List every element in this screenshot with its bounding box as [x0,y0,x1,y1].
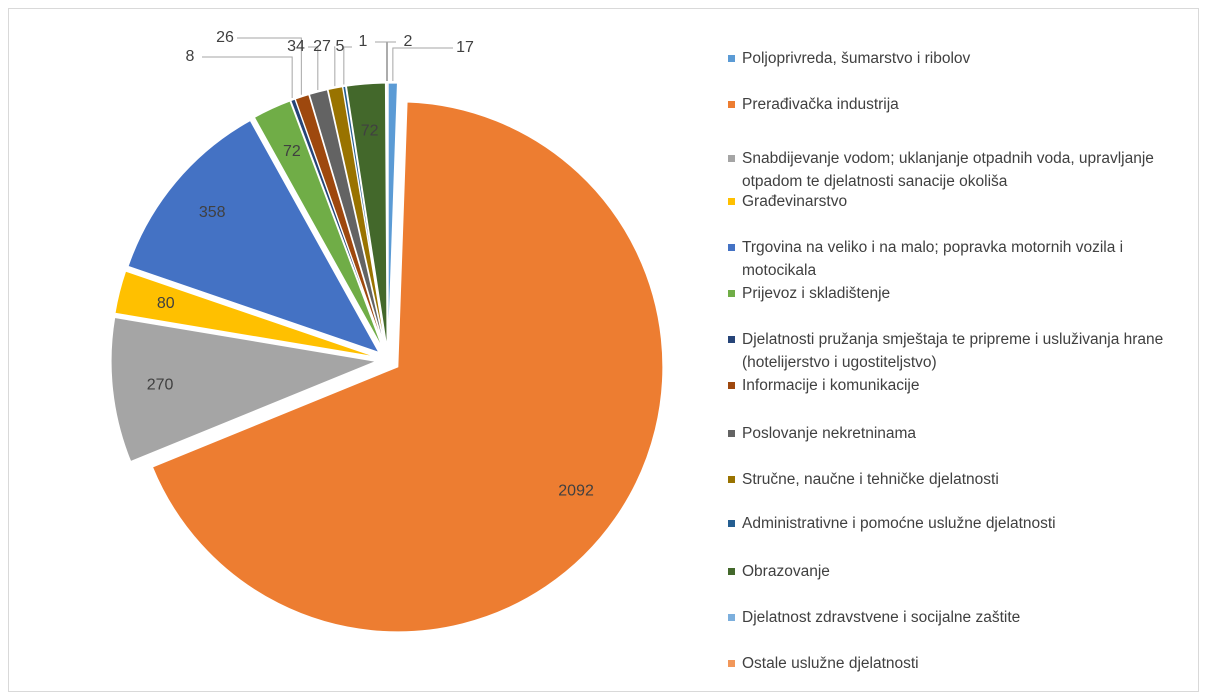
legend-label: Ostale uslužne djelatnosti [742,655,919,672]
legend-swatch [728,568,735,575]
pie-slice [386,82,389,349]
legend-swatch [728,660,735,667]
leader-line [392,47,453,82]
data-label: 72 [361,123,379,140]
legend-item: Informacije i komunikacije [728,374,1198,397]
legend-swatch [728,430,735,437]
data-label: 80 [157,295,175,312]
legend-label: Prijevoz i skladištenje [742,285,891,302]
legend-swatch [728,614,735,621]
pie-slice [110,316,378,463]
data-label: 27 [313,38,331,55]
data-label: 8 [186,48,195,65]
legend-item: Djelatnost zdravstvene i socijalne zašti… [728,606,1198,629]
pie-slice [253,100,384,350]
legend-swatch [728,520,735,527]
legend-item: Administrativne i pomoćne uslužne djelat… [728,512,1198,535]
data-label: 72 [283,143,301,160]
legend-swatch [728,155,735,162]
legend-item: Obrazovanje [728,560,1198,583]
leader-line [375,41,388,82]
data-label: 2092 [558,482,594,499]
legend-label: Trgovina na veliko i na malo; popravka m… [742,239,1124,279]
legend-item: Djelatnosti pružanja smještaja te pripre… [728,328,1198,374]
legend-label: Administrativne i pomoćne uslužne djelat… [742,515,1056,532]
legend-label: Snabdijevanje vodom; uklanjanje otpadnih… [742,150,1154,190]
legend-item: Trgovina na veliko i na malo; popravka m… [728,236,1198,282]
data-label: 358 [199,204,226,221]
pie-slice [387,82,398,349]
pie-slice [294,93,385,349]
pie-slice [114,270,377,358]
legend-item: Prijevoz i skladištenje [728,282,1198,305]
legend-label: Obrazovanje [742,563,830,580]
legend-swatch [728,382,735,389]
data-label: 34 [287,38,305,55]
legend-item: Poljoprivreda, šumarstvo i ribolov [728,47,1198,70]
data-label: 5 [336,38,345,55]
legend-label: Djelatnost zdravstvene i socijalne zašti… [742,609,1021,626]
data-label: 270 [147,377,174,394]
leader-line [202,56,293,98]
legend-item: Stručne, naučne i tehničke djelatnosti [728,468,1198,491]
legend-swatch [728,244,735,251]
legend-label: Informacije i komunikacije [742,377,920,394]
pie-slice [345,82,388,349]
legend-label: Stručne, naučne i tehničke djelatnosti [742,471,999,488]
leader-line [343,46,352,85]
legend-label: Poljoprivreda, šumarstvo i ribolov [742,50,971,67]
pie-slice [308,89,386,349]
legend-swatch [728,336,735,343]
frame [8,8,1199,692]
legend-swatch [728,290,735,297]
legend-label: Poslovanje nekretninama [742,425,917,442]
legend-label: Prerađivačka industrija [742,96,899,113]
data-label: 26 [216,29,234,46]
legend-item: Građevinarstvo [728,190,1198,213]
legend-swatch [728,476,735,483]
pie-slice [151,101,664,633]
data-label: 2 [404,33,413,50]
legend-label: Djelatnosti pružanja smještaja te pripre… [742,331,1164,371]
legend-item: Snabdijevanje vodom; uklanjanje otpadnih… [728,147,1198,193]
legend-swatch [728,55,735,62]
data-label: 17 [456,39,474,56]
legend-swatch [728,198,735,205]
leader-line [386,41,396,82]
legend-label: Građevinarstvo [742,193,848,210]
pie-slice [127,119,380,354]
data-label: 1 [359,33,368,50]
leader-line [237,37,302,95]
leader-line [308,46,319,90]
legend-item: Prerađivačka industrija [728,93,1198,116]
legend-item: Ostale uslužne djelatnosti [728,652,1198,675]
legend-swatch [728,101,735,108]
leader-line [334,46,336,87]
legend-item: Poslovanje nekretninama [728,422,1198,445]
pie-slice [342,85,387,349]
